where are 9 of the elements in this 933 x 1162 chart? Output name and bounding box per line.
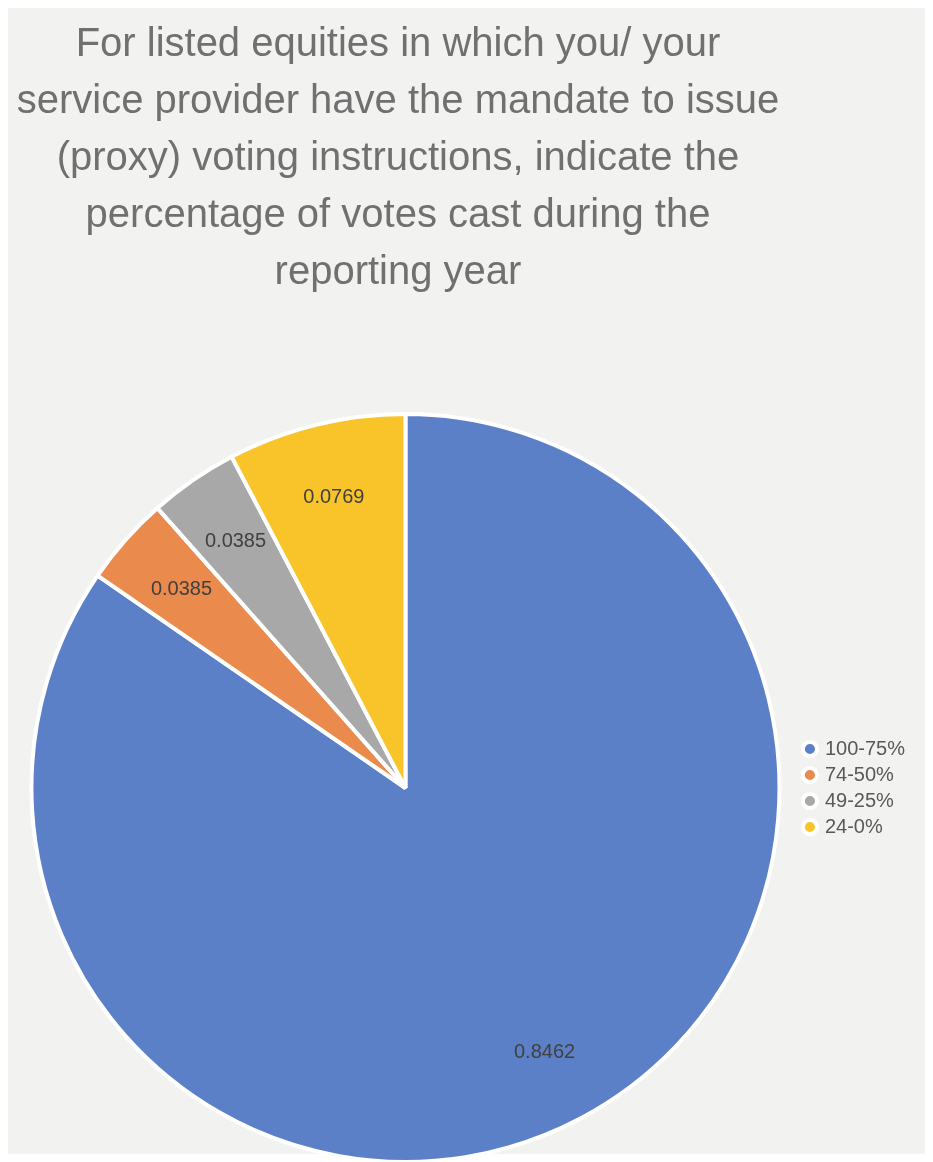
legend-label: 74-50% <box>824 762 895 785</box>
chart-title: For listed equities in which you/ your service provider have the mandate to issue (proxy) voting instructions, indicate the percentage of votes cast during the reporting year <box>15 19 781 294</box>
data-label: 0.0385 <box>150 577 213 600</box>
legend-label: 100-75% <box>824 736 906 759</box>
data-label: 0.0769 <box>303 485 365 507</box>
data-label: 0.0385 <box>204 529 267 552</box>
legend-label: 49-25% <box>824 788 895 811</box>
data-label: 0.8462 <box>513 1040 576 1063</box>
legend-label: 24-0% <box>824 814 883 837</box>
